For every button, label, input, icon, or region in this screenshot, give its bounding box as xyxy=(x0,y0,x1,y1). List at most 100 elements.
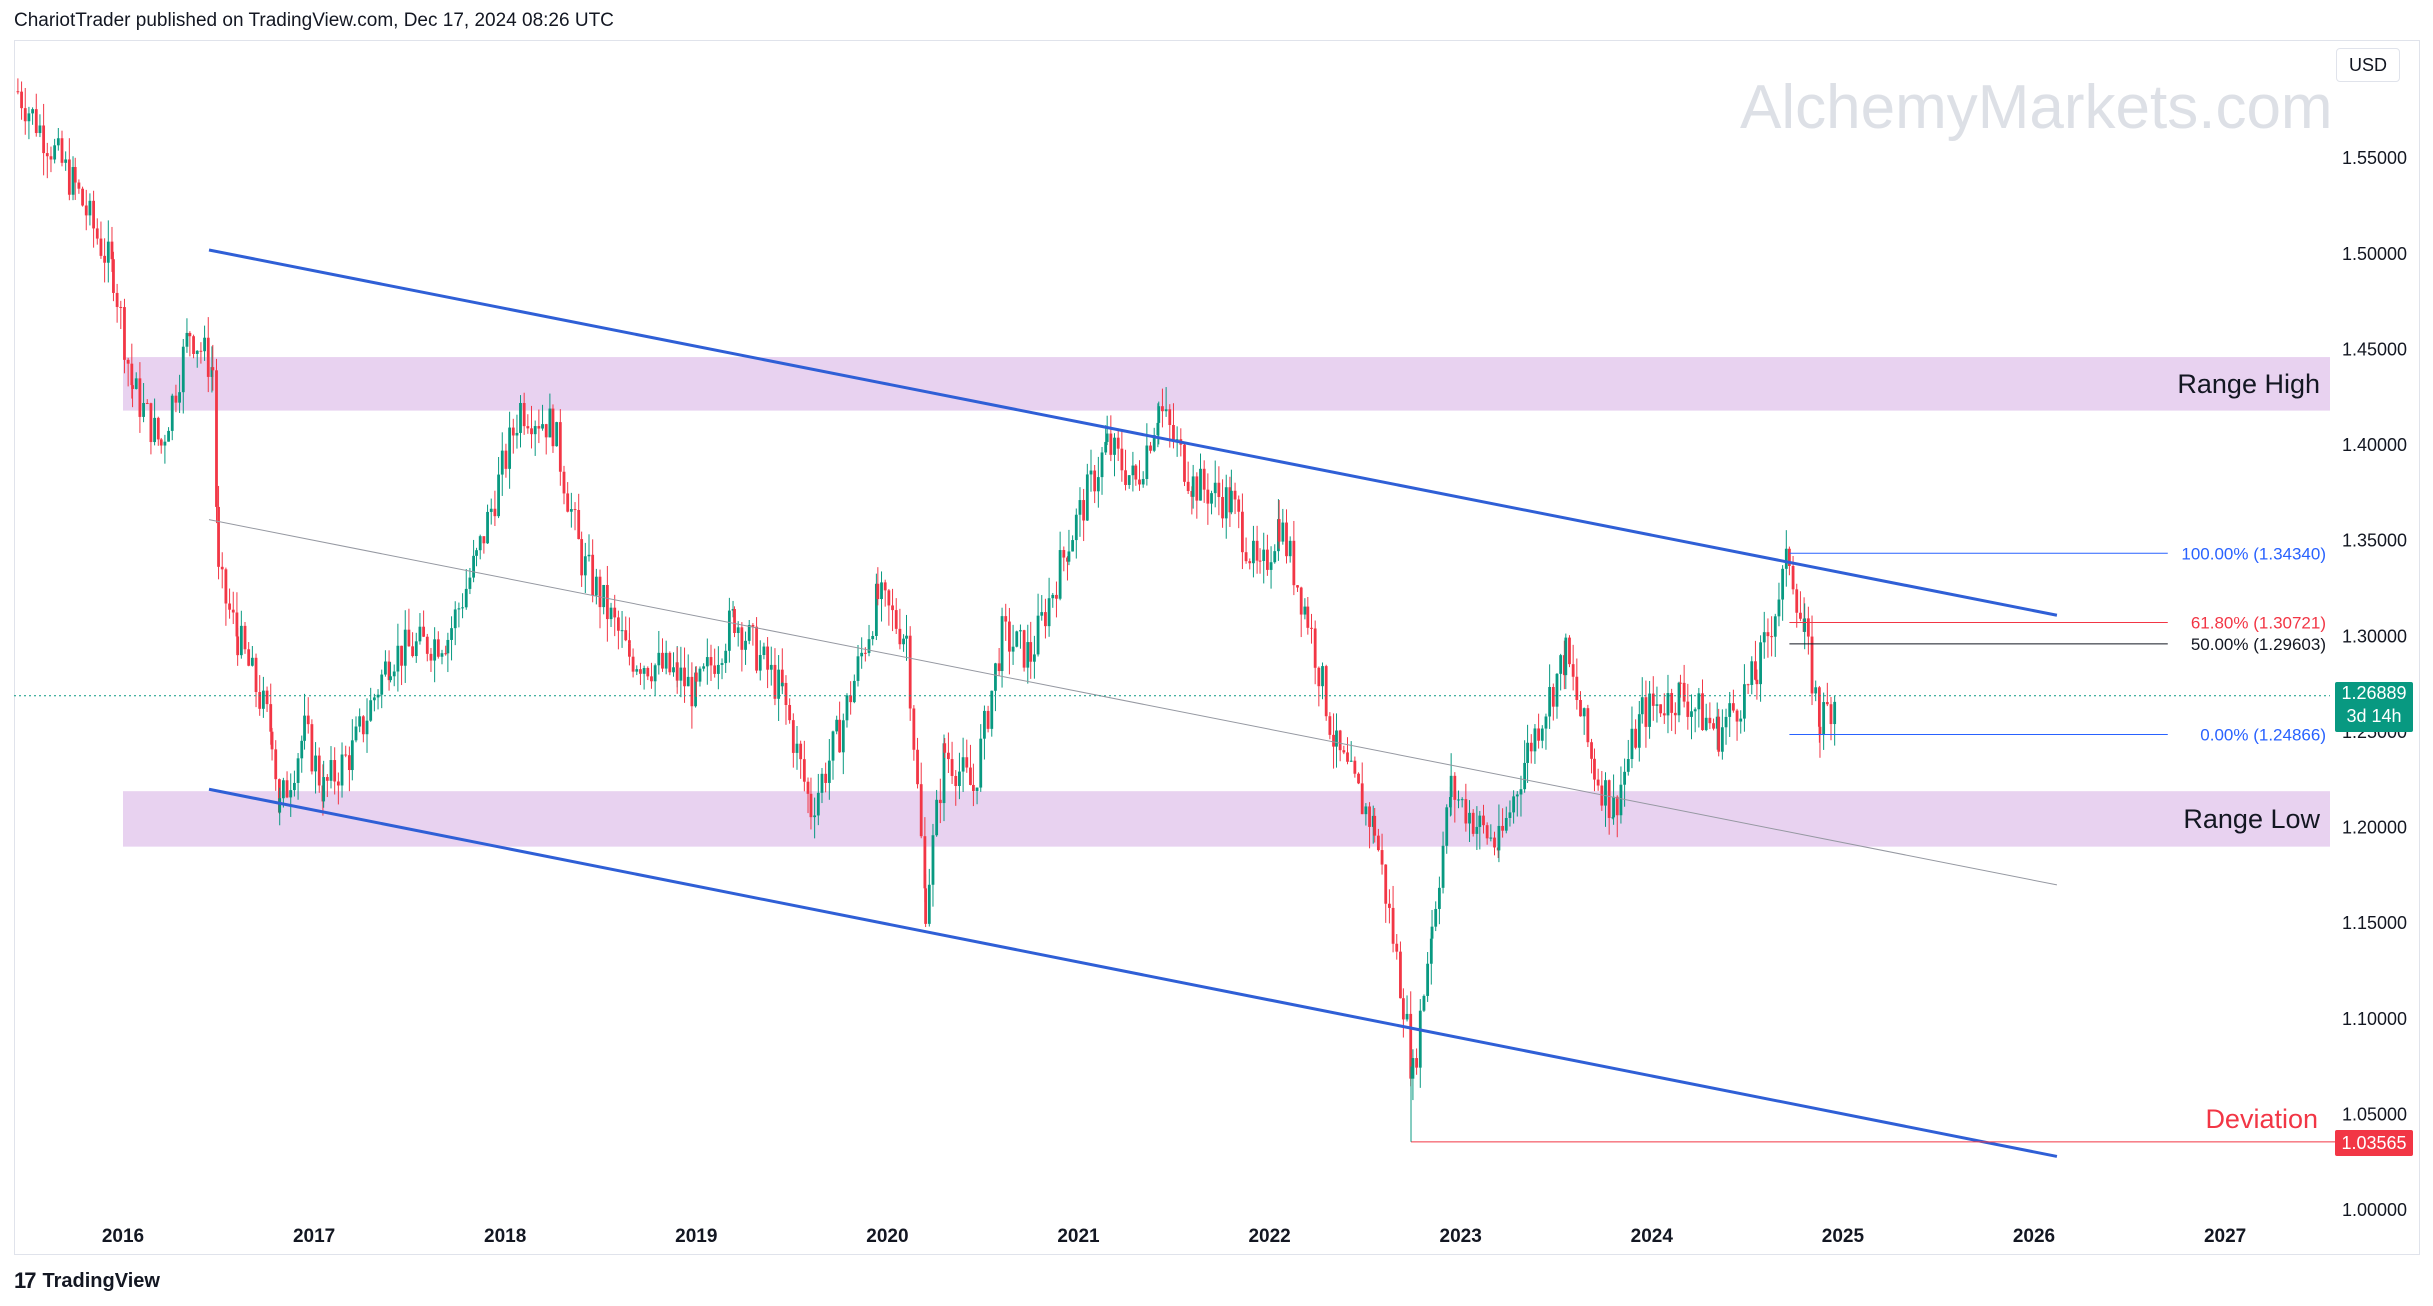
candle-body xyxy=(1391,907,1395,944)
candle-body xyxy=(475,550,478,556)
candle-body xyxy=(1116,437,1120,449)
candle-body xyxy=(1141,478,1145,485)
candle-body xyxy=(1596,779,1600,786)
candle-body xyxy=(126,359,130,364)
candle-body xyxy=(902,638,905,645)
y-tick-label: 1.05000 xyxy=(2342,1104,2407,1124)
y-tick-label: 1.35000 xyxy=(2342,531,2407,551)
candle-body xyxy=(400,645,403,666)
candle-body xyxy=(464,588,468,608)
candle-body xyxy=(1152,435,1156,451)
candle-body xyxy=(1317,667,1321,687)
candle-body xyxy=(106,241,110,263)
candle-body xyxy=(1822,702,1826,736)
candle-body xyxy=(605,584,609,620)
candle-body xyxy=(110,241,114,260)
candle-body xyxy=(661,652,664,669)
candle-body xyxy=(392,671,396,677)
candle-body xyxy=(1213,482,1217,494)
candle-body xyxy=(1011,646,1015,652)
candle-body xyxy=(1799,612,1802,619)
candle-body xyxy=(736,627,740,633)
watermark: AlchemyMarkets.com xyxy=(1740,73,2333,142)
candle-body xyxy=(81,188,84,206)
candle-body xyxy=(954,775,958,787)
candle-body xyxy=(1138,479,1141,485)
tradingview-logo-icon: 17 xyxy=(14,1268,37,1293)
candle-body xyxy=(1529,742,1533,752)
candle-body xyxy=(1131,465,1135,476)
candle-body xyxy=(1418,1010,1422,1068)
candle-body xyxy=(84,205,88,216)
candle-body xyxy=(683,667,686,687)
candle-body xyxy=(1109,433,1113,455)
candle-body xyxy=(751,624,755,627)
candle-body xyxy=(698,668,702,682)
candle-body xyxy=(675,662,679,681)
candle-body xyxy=(1096,477,1100,492)
candle-body xyxy=(1739,718,1743,722)
candle-body xyxy=(396,645,400,672)
candle-body xyxy=(56,138,60,146)
candle-body xyxy=(820,773,824,793)
candle-body xyxy=(1781,568,1785,600)
candle-body xyxy=(720,663,724,665)
candle-body xyxy=(551,408,555,447)
candle-body xyxy=(1388,903,1391,908)
candle-body xyxy=(1697,693,1701,710)
candle-body xyxy=(1485,825,1489,839)
candle-body xyxy=(533,426,537,435)
candle-body xyxy=(1471,812,1475,834)
candle-body xyxy=(1777,599,1781,617)
candle-body xyxy=(285,780,289,798)
candle-body xyxy=(1537,728,1541,741)
candle-body xyxy=(624,630,628,641)
currency-button[interactable]: USD xyxy=(2336,48,2400,82)
candle-body xyxy=(1281,522,1285,542)
candle-body xyxy=(361,716,365,735)
candle-body xyxy=(795,743,799,753)
candle-body xyxy=(835,719,839,732)
candle-body xyxy=(289,790,293,798)
candle-body xyxy=(446,639,450,654)
candle-body xyxy=(354,726,358,741)
candle-body xyxy=(1784,548,1788,569)
zone-range-low xyxy=(123,791,2330,847)
candle-body xyxy=(1607,780,1611,818)
candle-body xyxy=(178,392,181,403)
candle-body xyxy=(1493,837,1496,848)
candle-body xyxy=(16,91,20,93)
candle-body xyxy=(211,367,215,371)
candle-body xyxy=(269,704,273,732)
footer-brand[interactable]: 17 TradingView xyxy=(14,1268,160,1294)
candle-body xyxy=(1161,406,1164,412)
candle-body xyxy=(45,153,49,157)
candle-body xyxy=(616,617,620,631)
candle-body xyxy=(1460,799,1464,801)
candle-body xyxy=(975,787,979,791)
candle-body xyxy=(1666,693,1670,716)
candle-body xyxy=(1806,618,1810,637)
candle-body xyxy=(927,884,931,924)
candle-body xyxy=(923,836,927,889)
candle-body xyxy=(594,576,598,596)
x-tick-label: 2021 xyxy=(1057,1226,1100,1247)
candle-body xyxy=(1677,682,1681,716)
candle-body xyxy=(1342,750,1346,753)
chart-pane[interactable] xyxy=(14,40,2420,1255)
candle-body xyxy=(92,200,95,229)
candle-body xyxy=(809,793,813,818)
candle-body xyxy=(344,754,348,756)
candle-body xyxy=(705,657,709,667)
x-tick-label: 2018 xyxy=(484,1226,526,1247)
channel-lower-line xyxy=(208,787,2058,1158)
candle-body xyxy=(943,743,947,753)
candle-body xyxy=(569,509,573,512)
candle-body xyxy=(777,669,781,699)
tradingview-label: TradingView xyxy=(42,1269,160,1292)
candle-body xyxy=(504,450,508,469)
candle-body xyxy=(1690,711,1693,717)
candle-body xyxy=(986,710,990,729)
candle-body xyxy=(1395,943,1399,952)
